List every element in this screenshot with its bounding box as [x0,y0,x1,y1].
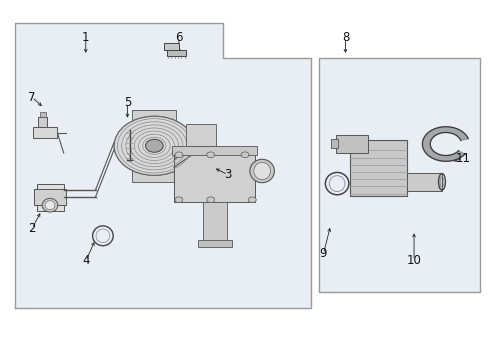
Bar [318,58,480,292]
Circle shape [175,152,183,158]
Text: 7: 7 [28,91,36,104]
Bar [350,140,407,196]
Bar [167,50,186,56]
Text: 11: 11 [456,152,470,165]
Polygon shape [422,127,468,161]
Text: 6: 6 [175,31,183,44]
Text: 2: 2 [28,222,36,235]
Text: 3: 3 [224,168,232,181]
Bar [40,112,46,117]
Circle shape [207,197,215,203]
Bar [174,153,255,202]
Ellipse shape [250,159,274,183]
Bar [34,189,66,205]
Bar [172,146,257,155]
Circle shape [207,152,215,158]
Ellipse shape [42,198,58,212]
Ellipse shape [45,201,55,210]
Bar [33,127,57,138]
Bar [38,117,47,127]
Circle shape [146,139,163,152]
Bar [132,110,176,182]
Circle shape [114,116,195,175]
Bar [37,184,64,211]
Text: 10: 10 [407,255,421,267]
Bar [336,135,368,153]
Bar [331,139,338,148]
Ellipse shape [254,162,270,180]
Text: 9: 9 [319,247,327,260]
Bar [407,173,442,191]
Circle shape [248,197,256,203]
Bar [15,58,311,308]
Circle shape [114,116,195,175]
Circle shape [241,152,249,158]
Bar [15,23,223,58]
Circle shape [175,197,183,203]
Bar [198,240,232,247]
Text: 5: 5 [123,96,131,109]
Bar [203,202,227,245]
Text: 4: 4 [82,255,90,267]
Bar [186,124,216,146]
Text: 8: 8 [342,31,349,44]
Text: 1: 1 [82,31,90,44]
Bar [164,43,179,50]
